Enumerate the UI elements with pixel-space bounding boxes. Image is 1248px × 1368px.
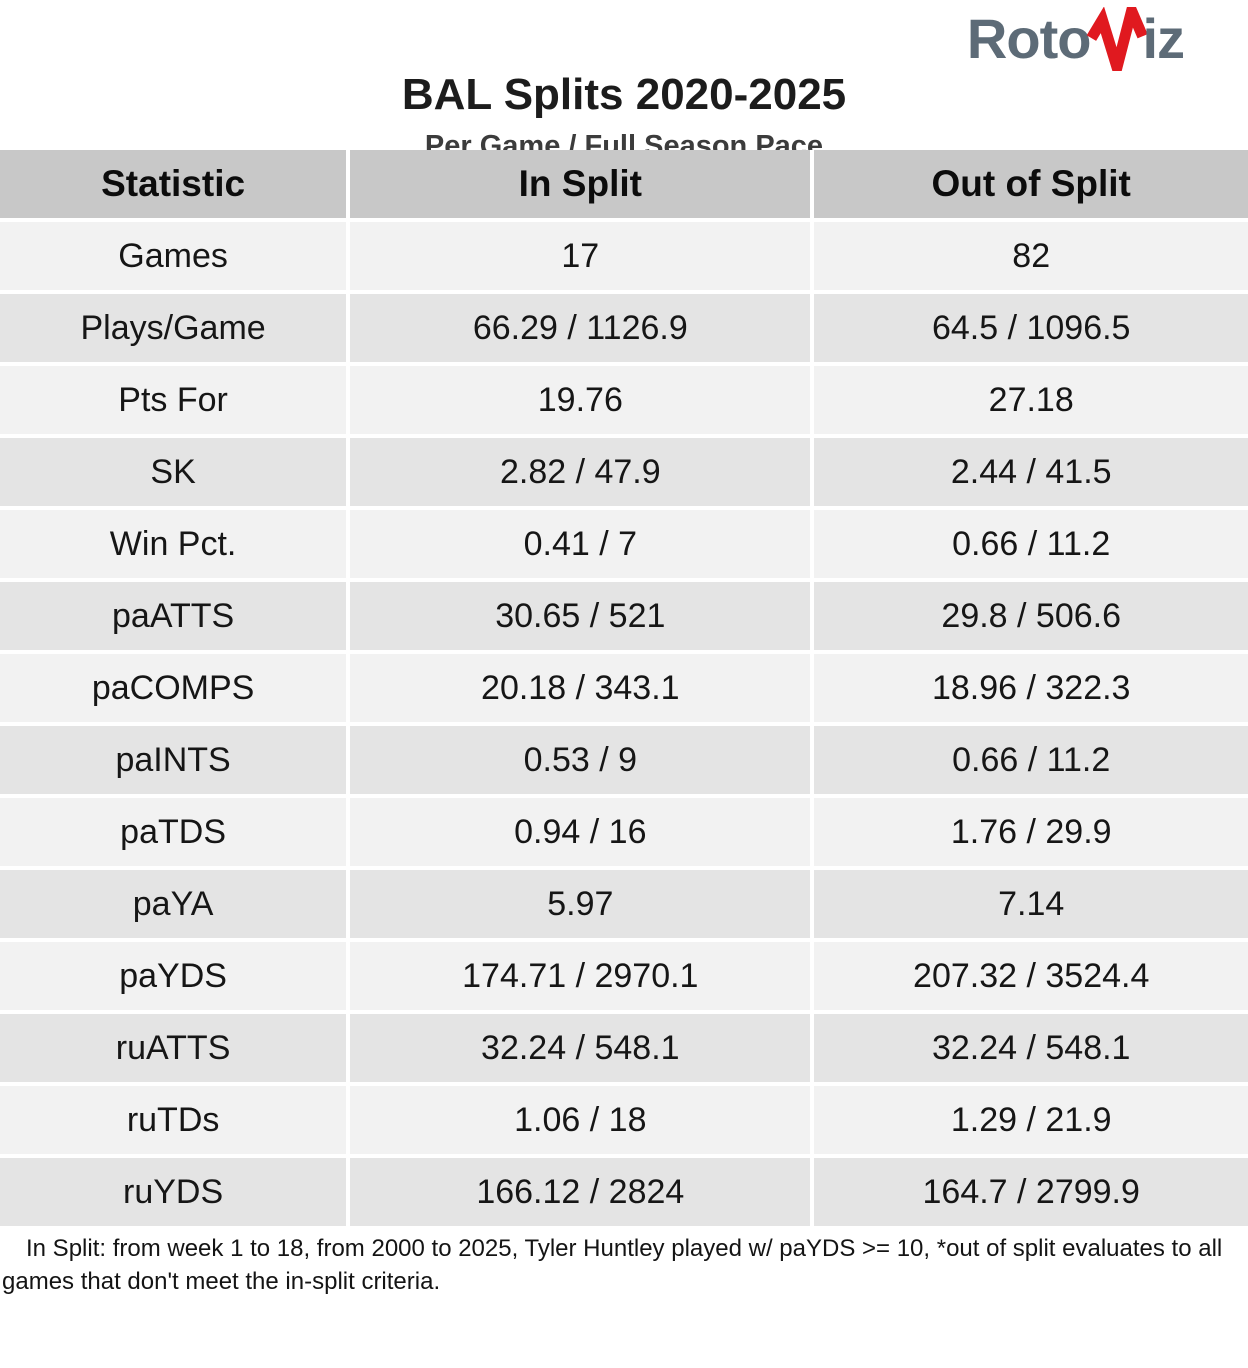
table-row: paYDS 174.71 / 2970.1 207.32 / 3524.4 <box>0 938 1248 1015</box>
in-split-cell: 1.06 / 18 <box>346 1082 815 1159</box>
stat-cell: ruTDs <box>0 1082 351 1159</box>
out-of-split-cell: 1.29 / 21.9 <box>810 1082 1248 1159</box>
stat-cell: Games <box>0 218 351 295</box>
table-row: SK 2.82 / 47.9 2.44 / 41.5 <box>0 434 1248 511</box>
splits-table: Statistic In Split Out of Split Games 17 8… <box>0 148 1248 1229</box>
column-header-statistic: Statistic <box>0 148 351 223</box>
in-split-cell: 20.18 / 343.1 <box>346 650 815 727</box>
out-of-split-cell: 64.5 / 1096.5 <box>810 290 1248 367</box>
table-row: Games 17 82 <box>0 218 1248 295</box>
column-header-out-of-split: Out of Split <box>810 148 1248 223</box>
stat-cell: Win Pct. <box>0 506 351 583</box>
stat-cell: paYA <box>0 866 351 943</box>
stat-cell: Plays/Game <box>0 290 351 367</box>
stat-cell: ruATTS <box>0 1010 351 1087</box>
table-row: paTDS 0.94 / 16 1.76 / 29.9 <box>0 794 1248 871</box>
out-of-split-cell: 29.8 / 506.6 <box>810 578 1248 655</box>
logo-text-left: Roto <box>966 7 1092 70</box>
table-body: Games 17 82 Plays/Game 66.29 / 1126.9 64.5 / … <box>0 218 1248 1229</box>
table-row: ruTDs 1.06 / 18 1.29 / 21.9 <box>0 1082 1248 1159</box>
out-of-split-cell: 82 <box>810 218 1248 295</box>
stat-cell: paTDS <box>0 794 351 871</box>
stat-cell: paYDS <box>0 938 351 1015</box>
in-split-cell: 17 <box>346 218 815 295</box>
stat-cell: SK <box>0 434 351 511</box>
out-of-split-cell: 164.7 / 2799.9 <box>810 1154 1248 1229</box>
in-split-cell: 30.65 / 521 <box>346 578 815 655</box>
out-of-split-cell: 2.44 / 41.5 <box>810 434 1248 511</box>
table-row: paYA 5.97 7.14 <box>0 866 1248 943</box>
table-header-row: Statistic In Split Out of Split <box>0 148 1248 223</box>
table-row: Plays/Game 66.29 / 1126.9 64.5 / 1096.5 <box>0 290 1248 367</box>
out-of-split-cell: 1.76 / 29.9 <box>810 794 1248 871</box>
stat-cell: paINTS <box>0 722 351 799</box>
table-row: paINTS 0.53 / 9 0.66 / 11.2 <box>0 722 1248 799</box>
out-of-split-cell: 0.66 / 11.2 <box>810 506 1248 583</box>
in-split-cell: 0.41 / 7 <box>346 506 815 583</box>
out-of-split-cell: 7.14 <box>810 866 1248 943</box>
rotoviz-logo: Roto iz <box>966 6 1185 71</box>
column-header-in-split: In Split <box>346 148 815 223</box>
table-row: Win Pct. 0.41 / 7 0.66 / 11.2 <box>0 506 1248 583</box>
table-row: Pts For 19.76 27.18 <box>0 362 1248 439</box>
table-row: paCOMPS 20.18 / 343.1 18.96 / 322.3 <box>0 650 1248 727</box>
out-of-split-cell: 32.24 / 548.1 <box>810 1010 1248 1087</box>
in-split-cell: 5.97 <box>346 866 815 943</box>
out-of-split-cell: 27.18 <box>810 362 1248 439</box>
table-row: ruATTS 32.24 / 548.1 32.24 / 548.1 <box>0 1010 1248 1087</box>
in-split-cell: 0.94 / 16 <box>346 794 815 871</box>
in-split-cell: 166.12 / 2824 <box>346 1154 815 1229</box>
in-split-cell: 0.53 / 9 <box>346 722 815 799</box>
logo-text-right: iz <box>1142 7 1185 70</box>
stat-cell: Pts For <box>0 362 351 439</box>
heartbeat-zigzag-icon <box>1087 6 1149 71</box>
stat-cell: paATTS <box>0 578 351 655</box>
in-split-cell: 32.24 / 548.1 <box>346 1010 815 1087</box>
in-split-cell: 19.76 <box>346 362 815 439</box>
out-of-split-cell: 207.32 / 3524.4 <box>810 938 1248 1015</box>
in-split-cell: 2.82 / 47.9 <box>346 434 815 511</box>
in-split-cell: 174.71 / 2970.1 <box>346 938 815 1015</box>
split-criteria-footnote: In Split: from week 1 to 18, from 2000 t… <box>2 1235 1223 1296</box>
stat-cell: ruYDS <box>0 1154 351 1229</box>
table-row: paATTS 30.65 / 521 29.8 / 506.6 <box>0 578 1248 655</box>
in-split-cell: 66.29 / 1126.9 <box>346 290 815 367</box>
out-of-split-cell: 18.96 / 322.3 <box>810 650 1248 727</box>
stat-cell: paCOMPS <box>0 650 351 727</box>
page-title: BAL Splits 2020-2025 <box>401 70 847 119</box>
out-of-split-cell: 0.66 / 11.2 <box>810 722 1248 799</box>
table-row: ruYDS 166.12 / 2824 164.7 / 2799.9 <box>0 1154 1248 1229</box>
